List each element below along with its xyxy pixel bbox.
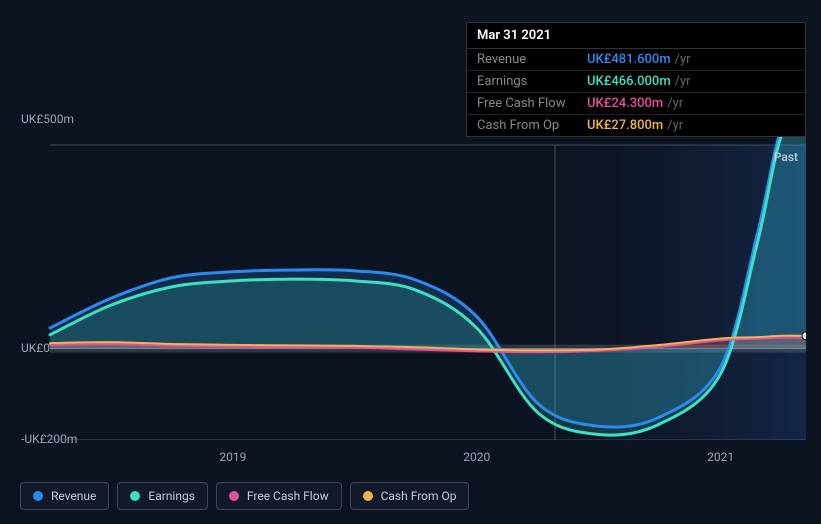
legend-item-cash-from-op[interactable]: Cash From Op [350, 482, 470, 510]
tooltip-date: Mar 31 2021 [467, 23, 805, 49]
x-axis-label: 2021 [707, 450, 734, 464]
tooltip-metric-unit: /yr [667, 96, 683, 111]
legend-swatch [363, 491, 373, 501]
past-label: Past [774, 150, 798, 164]
legend-item-earnings[interactable]: Earnings [117, 482, 208, 510]
tooltip-metric-label: Revenue [477, 52, 587, 67]
chart-legend: Revenue Earnings Free Cash Flow Cash From O… [20, 482, 469, 510]
tooltip-metric-value: UK£466.000m [587, 74, 671, 89]
legend-item-free-cash-flow[interactable]: Free Cash Flow [216, 482, 342, 510]
legend-swatch [130, 491, 140, 501]
x-axis-label: 2020 [463, 450, 490, 464]
y-axis-label: -UK£200m [21, 432, 77, 446]
legend-swatch [229, 491, 239, 501]
tooltip-row: RevenueUK£481.600m/yr [467, 49, 805, 71]
legend-swatch [33, 491, 43, 501]
chart-svg [15, 120, 806, 440]
x-axis-label: 2019 [219, 450, 246, 464]
hover-tooltip: Mar 31 2021 RevenueUK£481.600m/yrEarning… [466, 22, 806, 137]
y-axis-label: UK£500m [21, 112, 74, 126]
tooltip-metric-unit: /yr [675, 52, 691, 67]
tooltip-metric-value: UK£27.800m [587, 118, 663, 133]
legend-label: Cash From Op [381, 489, 457, 503]
tooltip-metric-unit: /yr [675, 74, 691, 89]
tooltip-metric-unit: /yr [667, 118, 683, 133]
legend-item-revenue[interactable]: Revenue [20, 482, 109, 510]
legend-label: Earnings [148, 489, 195, 503]
tooltip-metric-value: UK£481.600m [587, 52, 671, 67]
tooltip-metric-label: Free Cash Flow [477, 96, 587, 111]
financials-chart: UK£500mUK£0-UK£200m 201920202021 Past [15, 120, 806, 440]
tooltip-metric-label: Earnings [477, 74, 587, 89]
legend-label: Revenue [51, 489, 96, 503]
tooltip-metric-label: Cash From Op [477, 118, 587, 133]
tooltip-metric-value: UK£24.300m [587, 96, 663, 111]
tooltip-row: EarningsUK£466.000m/yr [467, 71, 805, 93]
tooltip-row: Cash From OpUK£27.800m/yr [467, 115, 805, 136]
tooltip-row: Free Cash FlowUK£24.300m/yr [467, 93, 805, 115]
y-axis-label: UK£0 [21, 341, 50, 355]
legend-label: Free Cash Flow [247, 489, 329, 503]
